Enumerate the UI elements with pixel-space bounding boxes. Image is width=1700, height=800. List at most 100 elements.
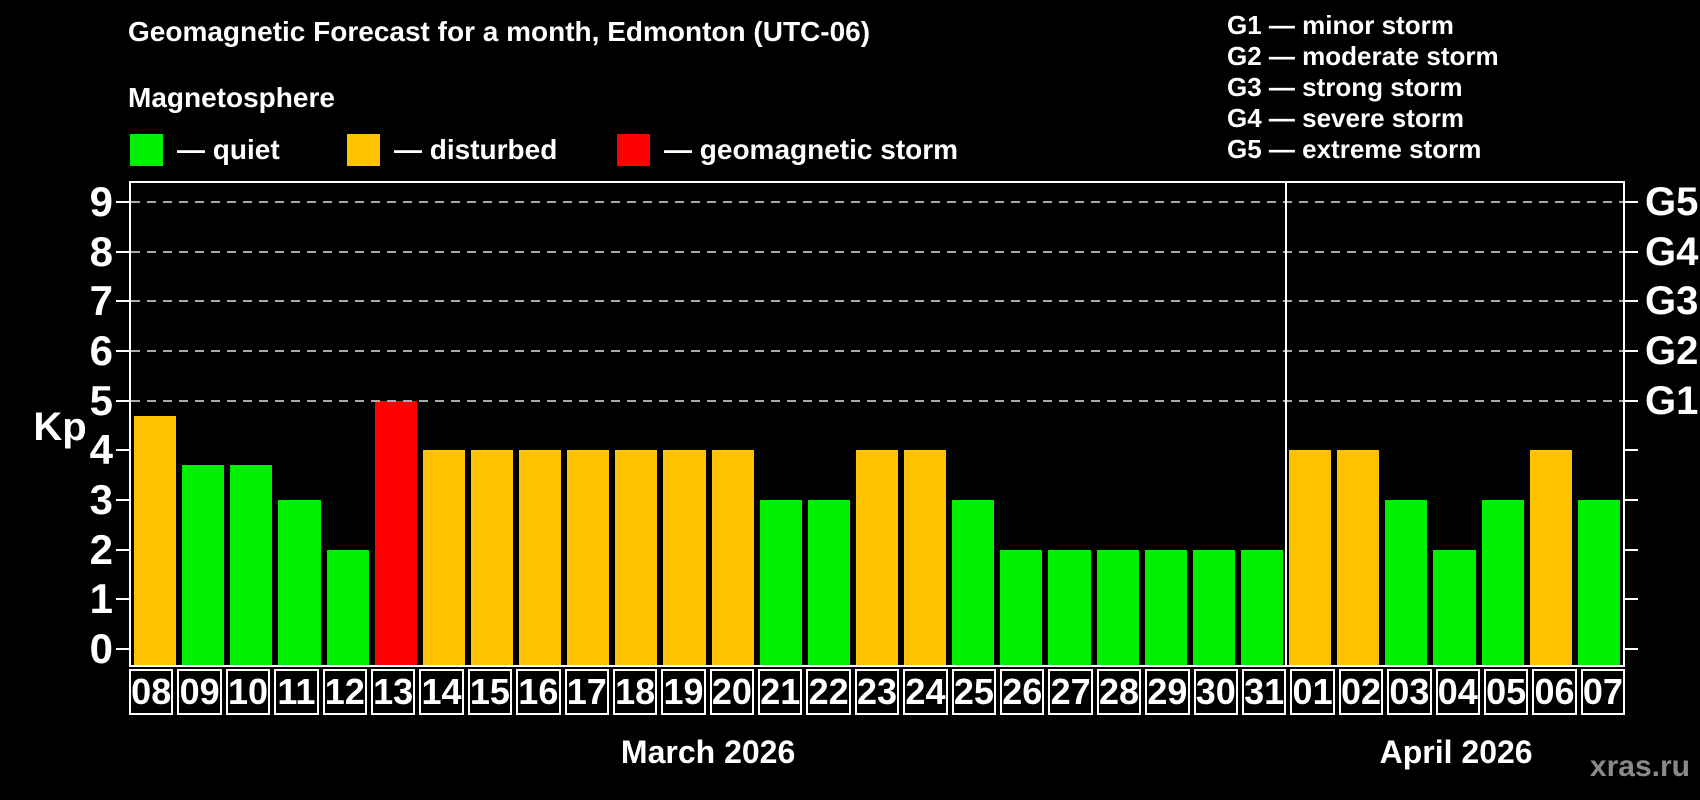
bar-cell [757,183,805,665]
y-tick-label-3: 3 [89,476,113,524]
disturbed-swatch-icon [347,134,380,166]
right-axis-tick [1624,598,1638,601]
date-cell: 08 [129,669,174,715]
kp-bar [374,400,417,665]
y-axis-tick [116,399,130,402]
date-cell: 26 [1000,669,1045,715]
bar-cell [853,183,901,665]
y-axis-tick [116,250,130,253]
kp-bar [470,450,513,665]
status-legend: — quiet — disturbed — geomagnetic storm [0,133,1700,169]
g-scale-label-g3: G3 [1645,279,1699,324]
bar-cell [1094,183,1142,665]
right-axis-tick [1624,250,1638,253]
kp-bar [278,500,321,665]
bar-cell [131,183,179,665]
gscale-legend-line-1: G1 — minor storm [1227,10,1454,40]
storm-swatch-icon [617,134,650,166]
bar-cell [1142,183,1190,665]
kp-bar [230,465,273,665]
bar-cell [324,183,372,665]
bar-cell [275,183,323,665]
date-cell: 06 [1532,669,1577,715]
date-cell: 11 [274,669,319,715]
date-cell: 03 [1387,669,1432,715]
y-tick-label-5: 5 [89,376,113,424]
legend-label-disturbed: — disturbed [394,134,558,165]
date-cell: 28 [1096,669,1142,715]
kp-bar [1289,450,1332,665]
bar-cell [949,183,997,665]
bar-cell [1575,183,1623,665]
gscale-legend-line-2: G2 — moderate storm [1227,41,1499,71]
kp-bar [567,450,610,665]
plot-area [129,181,1625,667]
kp-bar [952,500,995,665]
gscale-legend: G1 — minor storm G2 — moderate storm G3 — … [1227,10,1499,165]
bar-cell [1430,183,1478,665]
date-cell: 25 [951,669,997,715]
bars-container [131,183,1623,665]
gscale-legend-line-5: G5 — extreme storm [1227,134,1482,164]
date-cell: 04 [1435,669,1480,715]
y-axis-label: Kp [33,405,87,449]
y-axis-tick [116,200,130,203]
date-cell: 09 [177,669,222,715]
kp-bar [326,549,369,665]
legend-label-storm: — geomagnetic storm [664,134,959,165]
date-cell: 16 [516,669,561,715]
y-axis-tick [116,449,130,452]
gscale-legend-line-3: G3 — strong storm [1227,72,1463,102]
y-tick-label-7: 7 [89,277,113,325]
right-axis-tick [1624,200,1638,203]
y-tick-label-0: 0 [89,625,113,673]
date-cell: 18 [612,669,658,715]
y-tick-label-9: 9 [89,177,113,225]
chart-subtitle: Magnetosphere [128,82,335,113]
y-tick-label-1: 1 [89,575,113,623]
y-axis-tick [116,548,130,551]
gridline-kp9 [131,200,1623,203]
date-cell: 20 [709,669,755,715]
y-tick-label-4: 4 [89,426,113,474]
kp-bar [1192,549,1235,665]
gscale-legend-line-4: G4 — severe storm [1227,103,1465,133]
bar-cell [805,183,853,665]
date-cell: 13 [370,669,416,715]
gridline-kp5 [131,399,1623,402]
bar-cell [709,183,757,665]
gridline-kp7 [131,300,1623,303]
right-axis-tick [1624,449,1638,452]
month-separator [1285,183,1288,665]
bar-cell [1286,183,1334,665]
legend-label-quiet: — quiet [177,134,280,165]
kp-bar [1577,500,1620,665]
bar-cell [1382,183,1430,665]
bar-cell [227,183,275,665]
date-cell: 19 [661,669,706,715]
bar-cell [1479,183,1527,665]
kp-bar [1433,549,1476,665]
date-cell: 14 [419,669,464,715]
date-cell: 27 [1048,669,1093,715]
kp-bar [134,415,177,665]
date-cell: 22 [806,669,851,715]
bar-cell [1238,183,1286,665]
y-axis-tick [116,349,130,352]
legend-item-disturbed: — disturbed [347,133,557,167]
kp-bar [615,450,658,665]
kp-bar [1240,549,1283,665]
y-axis-tick [116,300,130,303]
right-axis-tick [1624,499,1638,502]
y-axis-tick [116,598,130,601]
bar-cell [1190,183,1238,665]
kp-bar [1529,450,1572,665]
g-scale-label-g4: G4 [1645,229,1699,274]
right-axis-tick [1624,548,1638,551]
date-cell: 12 [322,669,367,715]
y-axis-tick [116,648,130,651]
date-cell: 23 [854,669,900,715]
bar-cell [901,183,949,665]
date-cell: 15 [467,669,513,715]
kp-bar [1000,549,1043,665]
